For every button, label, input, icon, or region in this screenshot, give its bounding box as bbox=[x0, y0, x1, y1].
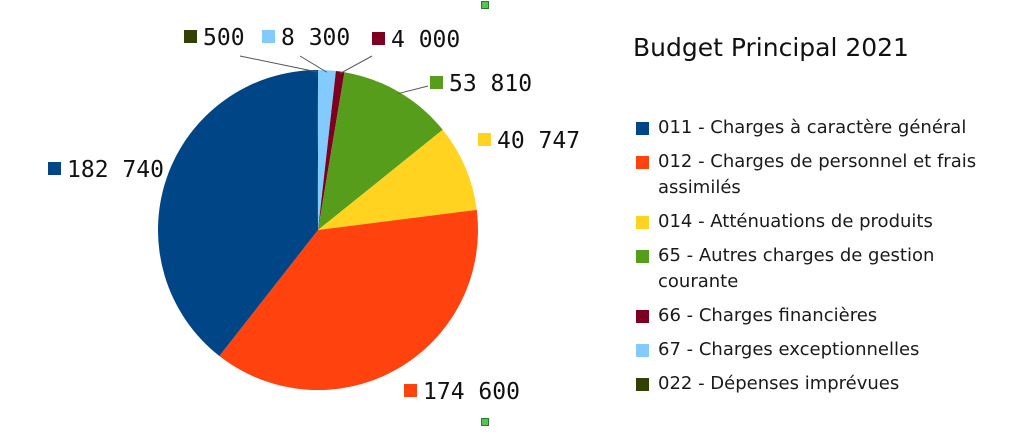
data-label: 40 747 bbox=[497, 128, 580, 154]
pie-slice bbox=[318, 70, 336, 230]
legend-label: 022 - Dépenses imprévues bbox=[658, 373, 900, 394]
legend-item-011: 011 - Charges à caractère général bbox=[636, 115, 1016, 141]
pie-slice bbox=[318, 129, 477, 230]
data-label: 4 000 bbox=[391, 27, 460, 53]
legend-swatch bbox=[636, 156, 649, 169]
pie-slices bbox=[158, 70, 478, 390]
data-label-swatch bbox=[184, 30, 197, 43]
leader-line bbox=[339, 55, 373, 74]
top-selection-handle[interactable] bbox=[481, 1, 489, 9]
legend: 011 - Charges à caractère général 012 - … bbox=[636, 115, 1016, 405]
pie-slice bbox=[316, 70, 318, 230]
pie-slice bbox=[158, 70, 318, 357]
legend-swatch bbox=[636, 216, 649, 229]
legend-swatch bbox=[636, 250, 649, 263]
data-label-swatch bbox=[478, 133, 491, 146]
data-label-swatch bbox=[404, 384, 417, 397]
legend-swatch bbox=[636, 310, 649, 323]
chart-title: Budget Principal 2021 bbox=[633, 33, 909, 62]
leader-line bbox=[239, 55, 318, 73]
legend-item-65: 65 - Autres charges de gestion courante bbox=[636, 243, 1016, 295]
legend-swatch bbox=[636, 122, 649, 135]
data-label: 174 600 bbox=[423, 379, 520, 405]
pie-slice bbox=[219, 209, 478, 390]
leader-line bbox=[299, 55, 328, 73]
data-label-swatch bbox=[48, 162, 61, 175]
bottom-selection-handle[interactable] bbox=[481, 418, 489, 426]
data-label-swatch bbox=[372, 32, 385, 45]
legend-item-67: 67 - Charges exceptionnelles bbox=[636, 337, 1016, 363]
pie-slice bbox=[318, 72, 443, 230]
data-label: 182 740 bbox=[67, 157, 164, 183]
legend-label: 65 - Autres charges de gestion courante bbox=[658, 245, 935, 292]
leader-lines bbox=[239, 55, 429, 95]
data-label-swatch bbox=[430, 76, 443, 89]
data-label: 8 300 bbox=[281, 25, 350, 51]
pie-slice bbox=[318, 71, 345, 230]
legend-item-014: 014 - Atténuations de produits bbox=[636, 209, 1016, 235]
data-label-swatch bbox=[262, 30, 275, 43]
data-label: 53 810 bbox=[449, 71, 532, 97]
leader-line bbox=[397, 85, 429, 95]
legend-label: 014 - Atténuations de produits bbox=[658, 211, 933, 232]
data-labels: 8 300 4 000 53 810 40 747 174 600 182 740 500 bbox=[48, 25, 580, 405]
data-label: 500 bbox=[203, 25, 245, 51]
legend-swatch bbox=[636, 378, 649, 391]
legend-item-66: 66 - Charges financières bbox=[636, 303, 1016, 329]
legend-item-012: 012 - Charges de personnel et frais assi… bbox=[636, 149, 1016, 201]
legend-label: 66 - Charges financières bbox=[658, 305, 878, 326]
legend-label: 012 - Charges de personnel et frais assi… bbox=[658, 151, 977, 198]
legend-label: 011 - Charges à caractère général bbox=[658, 117, 967, 138]
legend-label: 67 - Charges exceptionnelles bbox=[658, 339, 920, 360]
legend-swatch bbox=[636, 344, 649, 357]
legend-item-022: 022 - Dépenses imprévues bbox=[636, 371, 1016, 397]
